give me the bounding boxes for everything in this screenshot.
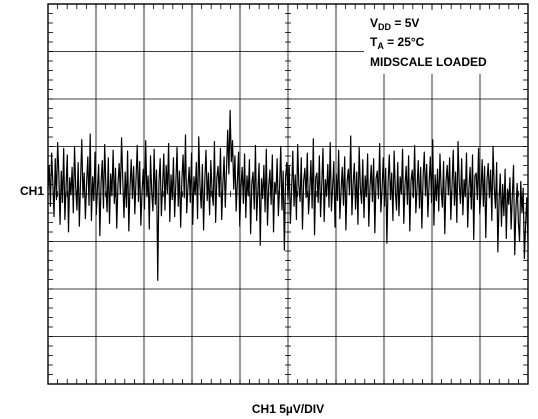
annotation-vdd-prefix: V xyxy=(370,16,378,30)
annotation-ta-suffix: = 25°C xyxy=(384,35,425,49)
annotation-vdd-suffix: = 5V xyxy=(391,16,419,30)
annotation-ta-prefix: T xyxy=(370,35,378,49)
plot-frame xyxy=(47,3,529,385)
channel-label: CH1 xyxy=(20,184,44,198)
annotation-vdd-sub: DD xyxy=(378,22,391,32)
annotation-box xyxy=(364,10,524,74)
annotation-ta-sub: A xyxy=(377,41,384,51)
annotation-ta: TA = 25°C xyxy=(370,35,425,51)
x-axis-label: CH1 5µV/DIV xyxy=(252,402,324,416)
annotation-vdd: VDD = 5V xyxy=(370,16,419,32)
series-trace xyxy=(47,109,529,281)
annotation-loaded: MIDSCALE LOADED xyxy=(370,55,487,69)
